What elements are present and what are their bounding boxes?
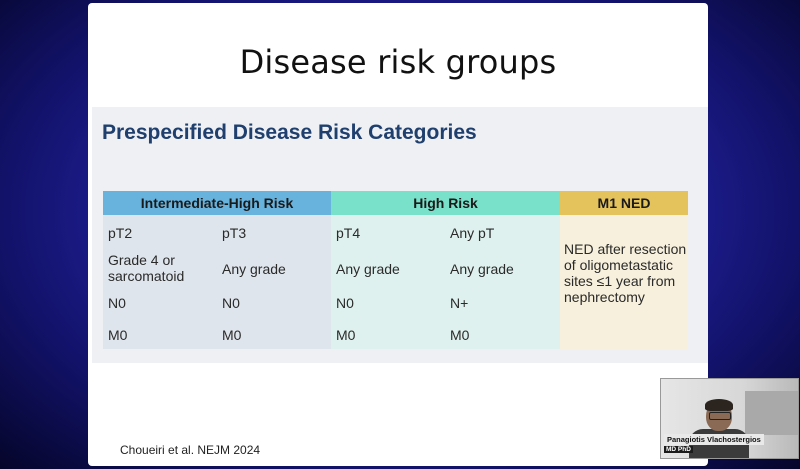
header-intermediate-high: Intermediate-High Risk [103,191,331,215]
speaker-video-thumbnail[interactable]: Panagiotis Vlachostergios MD PhD [660,378,799,459]
table-cell: pT2 [108,225,133,241]
table-cell: M0 [336,327,356,343]
table-cell: Any grade [222,261,286,277]
table-cell: N0 [108,295,126,311]
table-cell: pT3 [222,225,247,241]
risk-categories-panel: Prespecified Disease Risk Categories Int… [92,107,708,363]
m1-ned-description: NED after resection of oligometastatic s… [564,241,687,305]
high-risk-column [331,191,560,349]
table-cell: Any pT [450,225,495,241]
panel-title: Prespecified Disease Risk Categories [102,121,477,144]
background-shelf [745,391,798,435]
presentation-slide: Disease risk groups Prespecified Disease… [88,3,708,466]
header-high-risk: High Risk [331,191,560,215]
table-cell: M0 [222,327,242,343]
speaker-hair [705,399,733,411]
table-cell: Any grade [450,261,514,277]
table-cell: M0 [450,327,470,343]
m1-ned-column [560,191,688,349]
slide-title: Disease risk groups [239,43,557,81]
table-cell: pT4 [336,225,361,241]
table-cell: Any grade [336,261,400,277]
table-cell: N0 [222,295,240,311]
speaker-name-label: Panagiotis Vlachostergios [664,434,764,445]
table-cell: Grade 4 or sarcomatoid [108,252,185,284]
speaker-glasses [709,412,731,420]
table-cell: M0 [108,327,128,343]
intermediate-high-column [103,191,331,349]
citation: Choueiri et al. NEJM 2024 [120,443,261,457]
speaker-credentials-label: MD PhD [664,446,693,453]
table-cell: N0 [336,295,354,311]
table-cell: N+ [450,295,469,311]
header-m1-ned: M1 NED [560,191,688,215]
